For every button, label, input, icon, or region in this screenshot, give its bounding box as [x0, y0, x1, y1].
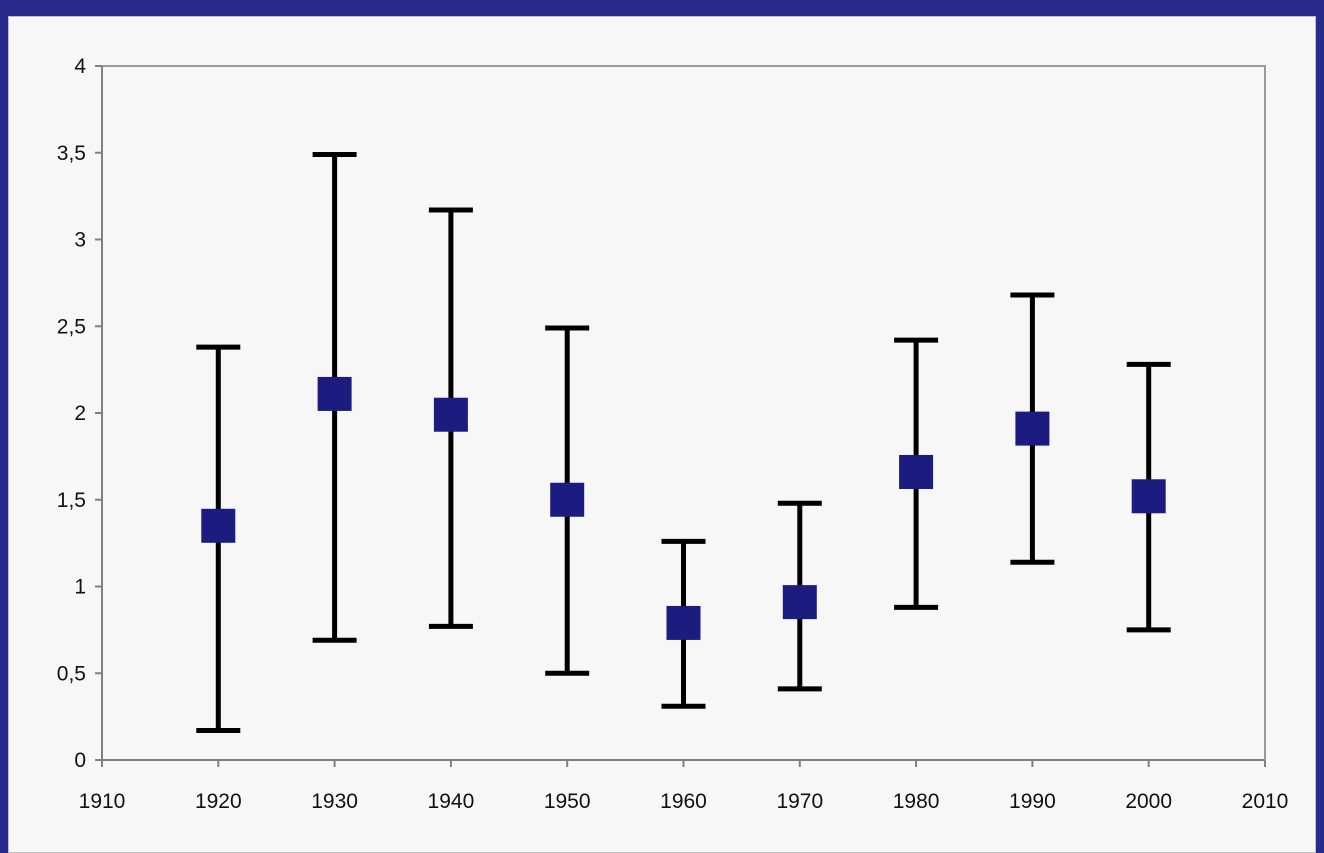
y-tick-label: 2 — [74, 402, 86, 425]
data-point-marker — [317, 376, 352, 411]
data-point-marker — [1015, 411, 1050, 446]
x-tick-label: 1990 — [1009, 790, 1056, 813]
x-tick-label: 1940 — [428, 790, 475, 813]
y-tick-label: 0 — [74, 749, 86, 772]
data-point-marker — [666, 605, 701, 640]
y-tick-label: 0,5 — [57, 662, 86, 685]
data-point-marker — [899, 454, 934, 489]
x-tick-label: 2010 — [1242, 790, 1289, 813]
y-tick-label: 3,5 — [57, 142, 86, 165]
data-point-marker — [550, 482, 585, 517]
x-tick-label: 1910 — [79, 790, 126, 813]
data-point-marker — [1131, 479, 1166, 514]
data-point-marker — [433, 397, 468, 432]
x-tick-label: 1980 — [893, 790, 940, 813]
y-tick-label: 1 — [74, 576, 86, 599]
y-tick-label: 2,5 — [57, 315, 86, 338]
y-tick-label: 1,5 — [57, 489, 86, 512]
y-axis-ticks: 0 0,5 1 1,5 2 2,5 3 3,5 4 — [57, 55, 102, 772]
x-tick-label: 1950 — [544, 790, 591, 813]
x-tick-label: 1930 — [311, 790, 358, 813]
x-axis-ticks: 1910 1920 1930 1940 1950 1960 1970 1980 1990 2000… — [79, 760, 1289, 813]
y-tick-label: 3 — [74, 229, 86, 252]
x-tick-label: 1970 — [776, 790, 823, 813]
chart-frame — [8, 16, 1316, 853]
y-tick-label: 4 — [74, 55, 86, 78]
x-tick-label: 1920 — [195, 790, 242, 813]
data-markers — [201, 376, 1166, 640]
data-point-marker — [782, 585, 817, 620]
x-tick-label: 2000 — [1125, 790, 1172, 813]
x-tick-label: 1960 — [660, 790, 707, 813]
data-point-marker — [201, 508, 236, 543]
